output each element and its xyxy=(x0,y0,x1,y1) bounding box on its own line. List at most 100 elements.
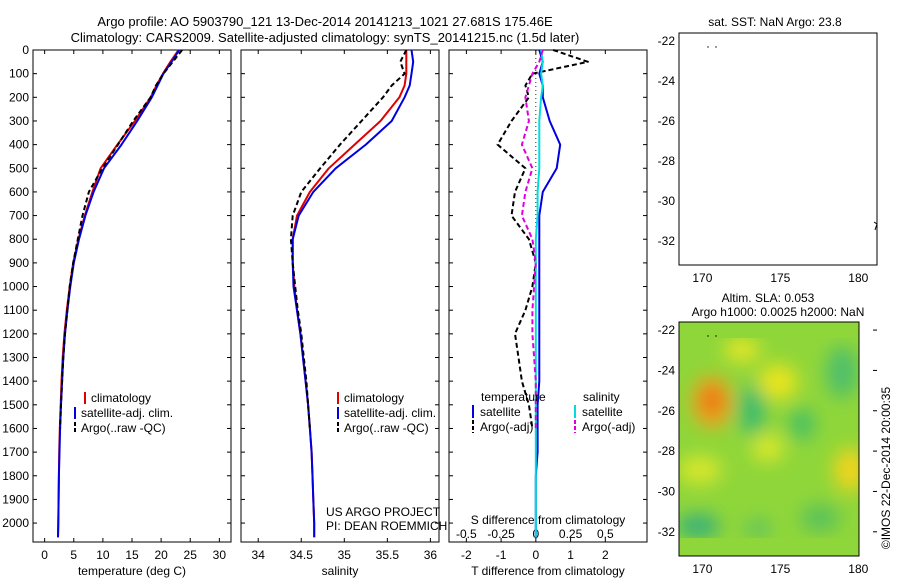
x-tick-label: 10 xyxy=(96,548,110,562)
s-tick-label: 0.25 xyxy=(559,527,583,541)
series-line-argo-raw-qc- xyxy=(59,49,183,429)
sla-map-axes xyxy=(678,321,860,557)
y-tick-label: 2000 xyxy=(2,516,29,530)
sla-y-tick-label: -32 xyxy=(658,525,676,539)
sst-title: sat. SST: NaN Argo: 23.8 xyxy=(708,15,842,29)
x-tick-label: 34 xyxy=(252,548,266,562)
y-tick-label: 500 xyxy=(9,161,29,175)
legend-satellite: satellite-adj. clim. xyxy=(81,406,173,420)
t-diff-xlabel: T difference from climatology xyxy=(471,564,625,578)
y-tick-label: 400 xyxy=(9,138,29,152)
series-line-argo-raw-qc- xyxy=(289,49,408,429)
sla-low-blob xyxy=(739,384,765,436)
sla-low-blob xyxy=(679,514,720,538)
sla-high-blob xyxy=(724,338,760,362)
legend-climatology: climatology xyxy=(91,391,151,405)
y-tick-label: 100 xyxy=(9,67,29,81)
y-tick-label: 700 xyxy=(9,209,29,223)
sla-title1: Altim. SLA: 0.053 xyxy=(722,291,815,305)
y-tick-label: 1900 xyxy=(2,492,29,506)
sla-x-tick-label: 170 xyxy=(692,562,712,576)
sla-x-tick-label: 180 xyxy=(848,562,868,576)
sla-low-blob xyxy=(800,504,840,532)
sst-y-tick-label: -24 xyxy=(658,74,676,88)
temperature-xlabel: temperature (deg C) xyxy=(78,564,186,578)
series-line-satellite-adj-clim- xyxy=(291,49,415,538)
y-tick-label: 1100 xyxy=(3,303,29,317)
project-line2: PI: DEAN ROEMMICH xyxy=(326,519,447,533)
coast-dot xyxy=(707,46,709,48)
sla-high-blob xyxy=(834,448,859,492)
x-tick-label: 35 xyxy=(338,548,352,562)
series-line-climatology xyxy=(57,49,180,538)
y-tick-label: 900 xyxy=(9,256,29,270)
sst-x-tick-label: 170 xyxy=(692,271,712,285)
legend-climatology: climatology xyxy=(344,391,404,405)
y-tick-label: 1600 xyxy=(2,421,29,435)
figure-title: Argo profile: AO 5903790_121 13-Dec-2014… xyxy=(97,14,553,29)
y-tick-label: 800 xyxy=(9,232,29,246)
y-tick-label: 300 xyxy=(9,114,29,128)
sst-y-tick-label: -32 xyxy=(658,234,676,248)
y-tick-label: 0 xyxy=(22,43,29,57)
difference-legend: temperature salinity satellite Argo(-adj… xyxy=(472,390,635,434)
coast-dot xyxy=(715,335,717,337)
sla-y-tick-label: -28 xyxy=(658,444,676,458)
y-tick-label: 1400 xyxy=(2,374,29,388)
legend-t-satellite: satellite xyxy=(480,405,521,419)
sla-y-tick-label: -26 xyxy=(658,404,676,418)
x-tick-label: -1 xyxy=(496,548,507,562)
x-tick-label: 36 xyxy=(424,548,438,562)
coast-dot xyxy=(715,46,717,48)
x-tick-label: 5 xyxy=(70,548,77,562)
y-tick-label: 1000 xyxy=(2,280,29,294)
salinity-legend: climatology satellite-adj. clim. Argo(..… xyxy=(337,391,436,435)
figure-subtitle: Climatology: CARS2009. Satellite-adjuste… xyxy=(71,30,580,45)
sla-y-tick-label: -22 xyxy=(658,323,676,337)
x-tick-label: 34.5 xyxy=(290,548,314,562)
series-line-satellite-adj-clim- xyxy=(57,49,181,538)
s-tick-label: 0.5 xyxy=(597,527,614,541)
sla-high-blob xyxy=(758,364,798,400)
x-tick-label: 0 xyxy=(41,548,48,562)
sst-y-tick-label: -22 xyxy=(658,34,676,48)
x-tick-label: 0 xyxy=(532,548,539,562)
y-tick-label: 1800 xyxy=(2,469,29,483)
coastline xyxy=(873,221,878,231)
x-tick-label: -2 xyxy=(461,548,472,562)
legend-satellite: satellite-adj. clim. xyxy=(344,406,436,420)
sla-title2: Argo h1000: 0.0025 h2000: NaN xyxy=(692,305,865,319)
project-line1: US ARGO PROJECT xyxy=(326,505,441,519)
y-tick-label: 600 xyxy=(9,185,29,199)
x-tick-label: 30 xyxy=(213,548,227,562)
sla-low-blob xyxy=(826,346,858,398)
s-tick-label: -0.25 xyxy=(487,527,515,541)
difference-axes xyxy=(448,49,648,543)
legend-argo: Argo(..raw -QC) xyxy=(81,421,166,435)
sst-y-tick-label: -30 xyxy=(658,194,676,208)
salinity-axes xyxy=(240,49,440,543)
s-diff-xlabel: S difference from climatology xyxy=(471,513,626,527)
legend-s-satellite: satellite xyxy=(582,405,623,419)
sst-map-axes xyxy=(678,32,878,266)
y-tick-label: 1700 xyxy=(2,445,29,459)
salinity-xlabel: salinity xyxy=(322,564,359,578)
series-line-temperature-argo-adj- xyxy=(496,49,589,429)
sst-x-tick-label: 180 xyxy=(848,271,868,285)
sla-y-tick-label: -24 xyxy=(658,363,676,377)
y-tick-label: 1500 xyxy=(2,398,29,412)
series-line-temperature-satellite xyxy=(534,49,562,538)
legend-temperature-header: temperature xyxy=(481,390,546,404)
x-tick-label: 2 xyxy=(602,548,609,562)
y-tick-label: 200 xyxy=(9,90,29,104)
legend-t-argo: Argo(-adj) xyxy=(480,420,533,434)
x-tick-label: 25 xyxy=(184,548,198,562)
sst-y-tick-label: -26 xyxy=(658,114,676,128)
x-tick-label: 1 xyxy=(567,548,574,562)
x-tick-label: 20 xyxy=(154,548,168,562)
temperature-legend: climatology satellite-adj. clim. Argo(..… xyxy=(74,391,173,435)
sla-low-blob xyxy=(744,518,772,538)
sla-y-tick-label: -30 xyxy=(658,484,676,498)
sla-heatmap xyxy=(679,322,859,556)
